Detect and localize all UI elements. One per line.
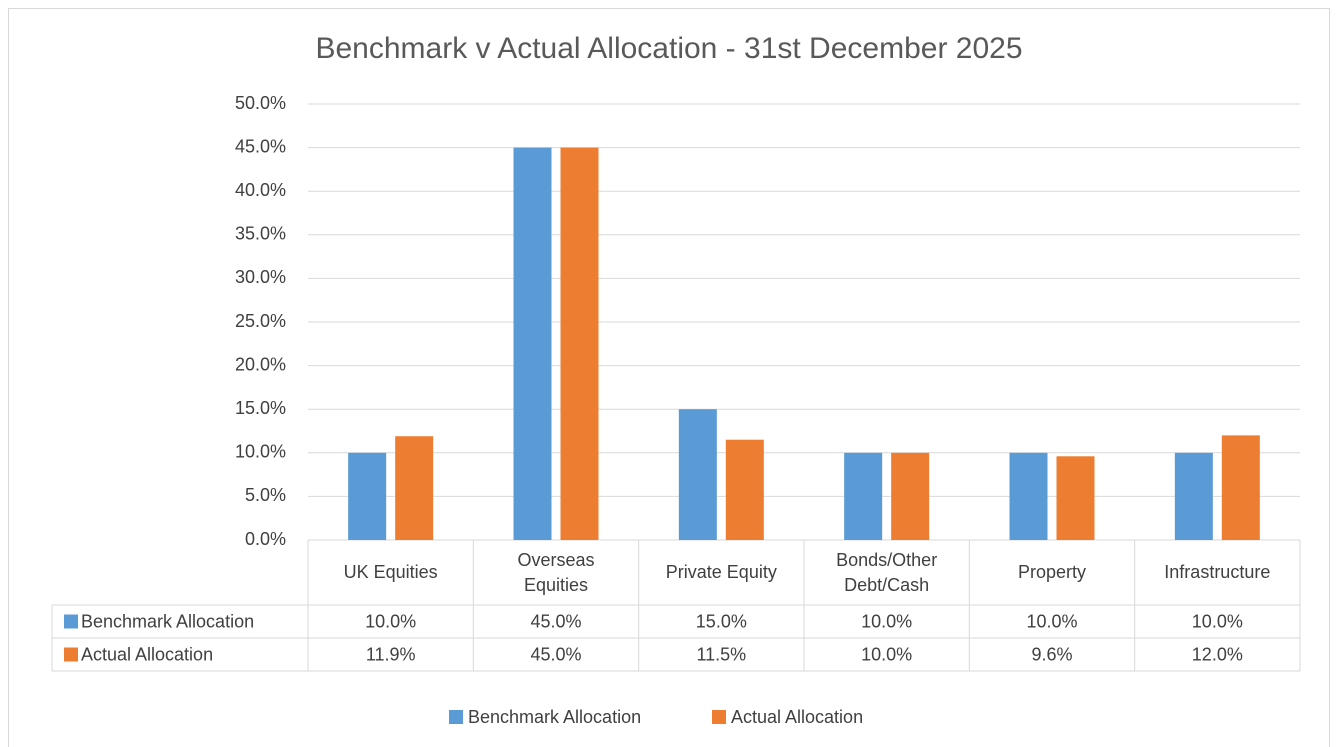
category-label-box: Property (1017, 562, 1086, 583)
y-tick-label: 5.0% (245, 485, 286, 505)
y-tick-label: 25.0% (235, 311, 286, 331)
bar (725, 439, 764, 540)
legend-label: Actual Allocation (731, 707, 863, 727)
bar (844, 452, 883, 540)
table-value: 10.0% (861, 644, 912, 664)
bar (560, 147, 599, 540)
y-tick-label: 35.0% (235, 224, 286, 244)
bar (513, 147, 552, 540)
bar (678, 409, 717, 540)
bar (1009, 452, 1048, 540)
table-legend-key (64, 614, 78, 629)
category-label: Property (1017, 562, 1086, 583)
table-value: 10.0% (861, 611, 912, 631)
category-label: UK Equities (343, 562, 438, 583)
category-label: Bonds/Other Debt/Cash (836, 550, 938, 595)
bar (1056, 456, 1095, 540)
table-value: 11.5% (696, 644, 746, 664)
bar (1221, 435, 1260, 540)
category-label-box: Bonds/Other Debt/Cash (836, 550, 938, 595)
category-label-box: Infrastructure (1164, 562, 1271, 583)
category-label-box: Overseas Equities (517, 550, 595, 595)
table-series-name: Benchmark Allocation (81, 611, 254, 631)
bar (348, 452, 387, 540)
table-value: 10.0% (1026, 611, 1077, 631)
category-label-box: Private Equity (665, 562, 777, 583)
category-label-box: UK Equities (343, 562, 438, 583)
table-series-name: Actual Allocation (81, 644, 213, 664)
bar (395, 436, 434, 540)
table-value: 15.0% (696, 611, 747, 631)
table-value: 10.0% (365, 611, 416, 631)
category-label: Private Equity (665, 562, 777, 583)
table-value: 10.0% (1192, 611, 1243, 631)
table-value: 45.0% (530, 611, 581, 631)
y-tick-label: 10.0% (235, 442, 286, 462)
bar (1174, 452, 1213, 540)
y-tick-label: 45.0% (235, 136, 286, 156)
legend-key (712, 710, 726, 724)
table-value: 11.9% (366, 644, 416, 664)
category-label: Overseas Equities (517, 550, 595, 595)
y-tick-label: 40.0% (235, 180, 286, 200)
table-value: 9.6% (1031, 644, 1072, 664)
legend-key (449, 710, 463, 724)
category-label: Infrastructure (1164, 562, 1271, 583)
table-value: 45.0% (530, 644, 581, 664)
chart-title: Benchmark v Actual Allocation - 31st Dec… (315, 32, 1022, 65)
table-legend-key (64, 647, 78, 662)
chart-border (8, 8, 1330, 747)
y-tick-label: 0.0% (245, 529, 286, 549)
y-tick-label: 50.0% (235, 93, 286, 113)
y-tick-label: 15.0% (235, 398, 286, 418)
y-tick-label: 20.0% (235, 354, 286, 374)
bar (891, 452, 930, 540)
legend-label: Benchmark Allocation (468, 707, 641, 727)
y-tick-label: 30.0% (235, 267, 286, 287)
table-value: 12.0% (1192, 644, 1243, 664)
